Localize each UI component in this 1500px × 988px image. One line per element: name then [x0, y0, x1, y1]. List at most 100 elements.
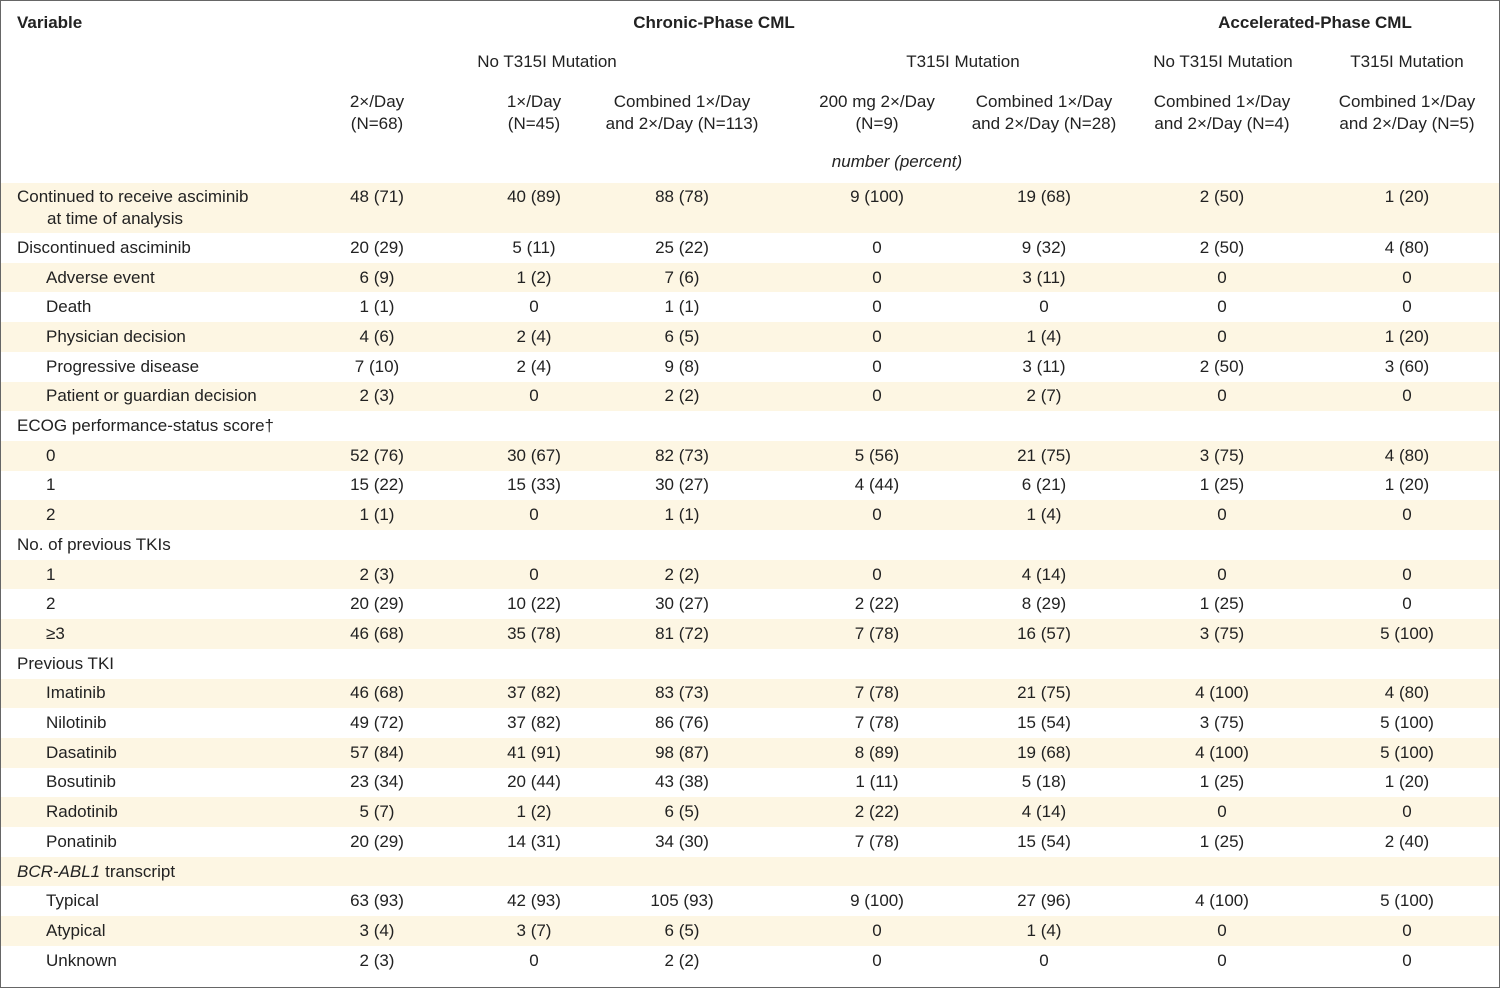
cell-value: 10 (22): [507, 594, 561, 614]
column-header: 1×/Day: [506, 92, 562, 111]
subgroup-header: No T315I Mutation: [1153, 52, 1293, 71]
cell-value: 0: [872, 920, 882, 940]
column-header: Combined 1×/Day: [975, 92, 1113, 111]
cell-value: 0: [1217, 267, 1227, 287]
cell-value: 1 (1): [664, 297, 700, 317]
row-label: ≥3: [46, 623, 65, 643]
cell-value: 3 (7): [516, 920, 552, 940]
cell-value: 0: [1217, 297, 1227, 317]
cell-value: 40 (89): [507, 187, 561, 206]
cell-value: 0: [1217, 564, 1227, 584]
row-label: Bosutinib: [46, 772, 116, 792]
cell-value: 34 (30): [655, 831, 709, 851]
cell-value: 9 (100): [850, 187, 904, 206]
column-header: Combined 1×/Day: [1338, 92, 1476, 111]
cell-value: 30 (67): [507, 445, 561, 465]
cell-value: 98 (87): [655, 742, 709, 762]
cell-value: 1 (2): [516, 267, 552, 287]
row-label: Death: [46, 297, 92, 317]
cell-value: 105 (93): [650, 891, 714, 911]
cell-value: 82 (73): [655, 445, 709, 465]
cell-value: 1 (20): [1384, 475, 1430, 495]
group-header: Chronic-Phase CML: [633, 13, 795, 32]
cell-value: 7 (10): [354, 356, 400, 376]
row-label: BCR-ABL1 transcript: [17, 861, 175, 883]
cell-value: 2 (4): [516, 356, 552, 376]
variable-header: Variable: [17, 13, 83, 32]
cell-value: 0: [1402, 950, 1412, 970]
cell-value: 0: [1039, 950, 1049, 970]
cell-value: 2 (4): [516, 326, 552, 346]
row-band: [1, 322, 1499, 352]
cell-value: 86 (76): [655, 713, 709, 733]
column-header: (N=45): [507, 114, 561, 133]
cell-value: 35 (78): [507, 623, 561, 643]
cell-value: 14 (31): [507, 831, 561, 851]
cell-value: 25 (22): [655, 237, 709, 257]
cell-value: 0: [1217, 802, 1227, 822]
cell-value: 0: [529, 297, 539, 317]
cell-value: 0: [1217, 950, 1227, 970]
cell-value: 3 (4): [359, 920, 395, 940]
cell-value: 83 (73): [655, 683, 709, 703]
column-header: Combined 1×/Day: [1153, 92, 1291, 111]
cell-value: 0: [1402, 920, 1412, 940]
cell-value: 21 (75): [1017, 445, 1071, 465]
cell-value: 7 (78): [854, 831, 900, 851]
cell-value: 21 (75): [1017, 683, 1071, 703]
cell-value: 4 (6): [359, 326, 395, 346]
cell-value: 0: [1402, 802, 1412, 822]
cell-value: 3 (75): [1199, 713, 1245, 733]
cell-value: 5 (100): [1380, 713, 1434, 733]
row-band: [1, 856, 1499, 887]
cell-value: 0: [872, 386, 882, 406]
row-label: Nilotinib: [46, 713, 107, 733]
cell-value: 4 (80): [1384, 237, 1430, 257]
row-label: at time of analysis: [47, 209, 184, 228]
cell-value: 0: [872, 564, 882, 584]
cell-value: 0: [1402, 267, 1412, 287]
cell-value: 30 (27): [655, 594, 709, 614]
cell-value: 2 (40): [1384, 831, 1430, 851]
cell-value: 0: [529, 950, 539, 970]
cell-value: 2 (50): [1199, 356, 1245, 376]
cell-value: 3 (11): [1022, 267, 1066, 287]
cell-value: 9 (100): [850, 891, 904, 911]
cell-value: 6 (21): [1021, 475, 1067, 495]
cell-value: 0: [872, 505, 882, 525]
cell-value: 2 (2): [664, 564, 700, 584]
cell-value: 88 (78): [655, 187, 709, 206]
cell-value: 1 (4): [1026, 505, 1062, 525]
row-label: Atypical: [46, 920, 106, 940]
cell-value: 2 (22): [854, 802, 900, 822]
group-header: Accelerated-Phase CML: [1218, 13, 1412, 32]
cell-value: 3 (11): [1022, 356, 1066, 376]
cell-value: 15 (54): [1017, 713, 1071, 733]
cell-value: 0: [1217, 920, 1227, 940]
cell-value: 0: [529, 564, 539, 584]
column-header: and 2×/Day (N=5): [1339, 114, 1475, 133]
cell-value: 0: [872, 237, 882, 257]
row-label: No. of previous TKIs: [17, 534, 171, 554]
row-band: [1, 559, 1499, 590]
row-label: 0: [46, 445, 56, 465]
cell-value: 1 (2): [516, 802, 552, 822]
subgroup-header: No T315I Mutation: [477, 52, 617, 71]
cell-value: 2 (3): [359, 564, 395, 584]
cell-value: 0: [872, 267, 882, 287]
row-label: Progressive disease: [46, 356, 200, 376]
row-label: Physician decision: [46, 326, 186, 346]
cell-value: 2 (22): [854, 594, 900, 614]
cell-value: 8 (29): [1021, 594, 1067, 614]
unit-label: number (percent): [831, 152, 963, 171]
cell-value: 1 (25): [1199, 772, 1245, 792]
cell-value: 0: [1217, 386, 1227, 406]
row-band: [1, 678, 1499, 709]
cell-value: 0: [1217, 326, 1227, 346]
cell-value: 16 (57): [1017, 623, 1071, 643]
row-band: [1, 381, 1499, 412]
cell-value: 0: [1402, 505, 1412, 525]
cell-value: 4 (100): [1195, 742, 1249, 762]
cell-value: 8 (89): [854, 742, 900, 762]
cell-value: 3 (75): [1199, 623, 1245, 643]
